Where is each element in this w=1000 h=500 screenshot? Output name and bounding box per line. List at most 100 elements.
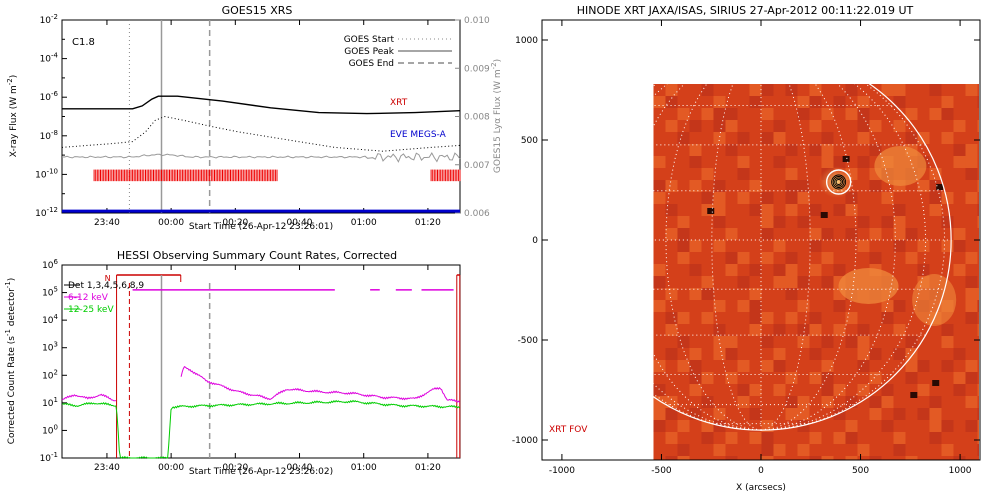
xrt-heliographic-grid — [652, 82, 952, 431]
xrt-image-block — [773, 264, 786, 276]
xrt-image-block — [977, 204, 979, 216]
xrt-image-block — [701, 108, 714, 120]
xrt-image-block — [785, 276, 798, 288]
goes-ylabel: X-ray Flux (W m-2) — [6, 75, 19, 157]
xrt-image-block — [785, 168, 798, 180]
xrt-image-block — [785, 192, 798, 204]
xrt-image-block — [749, 384, 762, 396]
xrt-flare-glow — [818, 166, 855, 198]
xrt-image-block — [677, 228, 690, 240]
xrt-image-block — [965, 420, 978, 432]
xrt-image-block — [809, 228, 822, 240]
xrt-image-block — [929, 84, 942, 96]
xrt-image-block — [809, 120, 822, 132]
xrt-image-block — [761, 228, 774, 240]
xrt-image-block — [773, 120, 786, 132]
xrt-image-block — [953, 456, 966, 460]
xrt-image-block — [821, 276, 834, 288]
xrt-image-block — [665, 348, 678, 360]
xrt-image-block — [653, 384, 666, 396]
goes-x-tick-label: 23:40 — [94, 218, 120, 228]
xrt-image-block — [713, 108, 726, 120]
xrt-image-block — [893, 240, 906, 252]
xrt-image-block — [701, 192, 714, 204]
goes-y2-tick-label: 0.006 — [464, 209, 490, 219]
xrt-x-tick-label: 0 — [758, 466, 764, 476]
xrt-image-block — [689, 144, 702, 156]
xrt-image-block — [881, 300, 894, 312]
xrt-image-block — [977, 324, 979, 336]
hessi-x-tick-label: 01:00 — [351, 463, 377, 473]
hessi-x-tick-label: 00:20 — [222, 463, 248, 473]
xrt-image-block — [761, 204, 774, 216]
xrt-image-block — [773, 384, 786, 396]
xrt-image-block — [677, 336, 690, 348]
xrt-image-block — [809, 324, 822, 336]
xrt-image-block — [761, 108, 774, 120]
xrt-image-block — [797, 192, 810, 204]
xrt-image-block — [761, 360, 774, 372]
hessi-y-tick-label: 10-1 — [40, 451, 58, 464]
xrt-image-block — [689, 384, 702, 396]
xrt-image-block — [665, 120, 678, 132]
xrt-grid-longitude — [760, 82, 896, 431]
xrt-image-block — [701, 432, 714, 444]
xrt-image-block — [749, 264, 762, 276]
xrt-image-block — [821, 252, 834, 264]
xrt-image-block — [701, 420, 714, 432]
xrt-image-block — [941, 216, 954, 228]
xrt-image-block — [713, 444, 726, 456]
goes-x-tick-label: 00:40 — [287, 218, 313, 228]
goes-y-tick-label: 10-12 — [35, 206, 58, 219]
xrt-image-block — [809, 372, 822, 384]
xrt-title: HINODE XRT JAXA/ISAS, SIRIUS 27-Apr-2012… — [577, 4, 914, 17]
xrt-image-block — [917, 360, 930, 372]
goes-y2-tick-label: 0.007 — [464, 161, 490, 171]
xrt-image-block — [857, 132, 870, 144]
xrt-image-block — [701, 288, 714, 300]
xrt-image-block — [749, 84, 762, 96]
xrt-image-block — [857, 216, 870, 228]
xrt-image-block — [821, 228, 834, 240]
xrt-image-block — [893, 324, 906, 336]
xrt-image-block — [725, 228, 738, 240]
xrt-image-block — [893, 348, 906, 360]
xrt-image-block — [869, 456, 882, 460]
xrt-image-block — [665, 288, 678, 300]
xrt-image-block — [977, 408, 979, 420]
xrt-image-block — [857, 240, 870, 252]
xrt-x-tick-label: 1000 — [949, 466, 972, 476]
goes-x-tick-label: 00:00 — [158, 218, 184, 228]
xrt-image-content: -1000 -500 0 500 1000 -1000 -500 0 500 1000 — [512, 20, 980, 476]
goes-y-tick-label: 10-6 — [40, 90, 59, 103]
xrt-xlabel: X (arcsecs) — [736, 483, 786, 493]
xrt-image-block — [821, 336, 834, 348]
xrt-image-block — [677, 108, 690, 120]
xrt-x-tick-label: 500 — [852, 466, 869, 476]
xrt-image-block — [749, 432, 762, 444]
xrt-image-block — [941, 420, 954, 432]
xrt-image-block — [773, 240, 786, 252]
xrt-image-block — [677, 240, 690, 252]
xrt-image-block — [785, 180, 798, 192]
goes-y-tick-label: 10-8 — [40, 129, 58, 142]
xrt-image-block — [797, 420, 810, 432]
xrt-image-block — [845, 312, 858, 324]
hessi-panel: HESSI Observing Summary Count Rates, Cor… — [4, 249, 461, 477]
xrt-image-block — [701, 312, 714, 324]
xrt-image-block — [953, 228, 966, 240]
xrt-image-block — [953, 348, 966, 360]
xrt-image-block — [713, 348, 726, 360]
xrt-image-block — [893, 84, 906, 96]
xrt-image-block — [857, 336, 870, 348]
xrt-image-block — [749, 324, 762, 336]
xrt-image-block — [785, 408, 798, 420]
xrt-flare-contour — [831, 174, 847, 190]
xrt-image-block — [809, 456, 822, 460]
xrt-image-block — [977, 120, 979, 132]
xrt-image-block — [881, 420, 894, 432]
xrt-image-block — [869, 396, 882, 408]
xrt-image-block — [773, 444, 786, 456]
xrt-image-block — [941, 96, 954, 108]
xrt-image-block — [797, 300, 810, 312]
